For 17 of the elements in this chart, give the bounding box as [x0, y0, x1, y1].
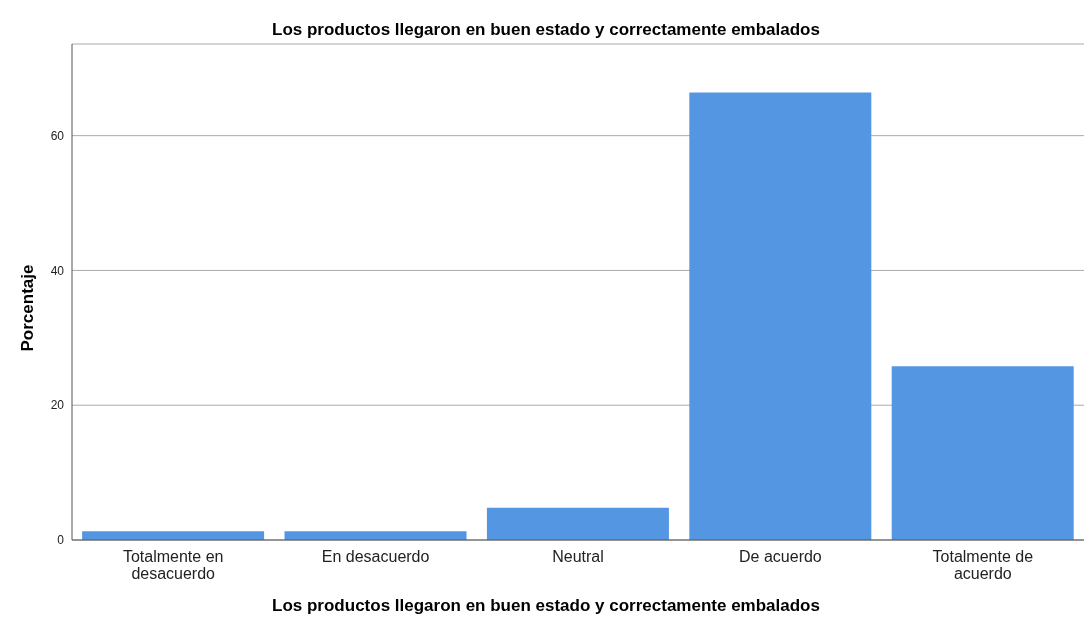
y-tick-label: 0: [57, 533, 65, 548]
chart-title: Los productos llegaron en buen estado y correctamente embalados: [271, 20, 821, 40]
x-tick-label: Neutral: [552, 548, 604, 565]
x-tick-label: Totalmente en desacuerdo: [122, 548, 224, 582]
x-tick-label: Totalmente de acuerdo: [932, 548, 1034, 582]
bar: [891, 366, 1074, 540]
bar: [689, 92, 872, 540]
y-tick-label: 40: [50, 263, 65, 278]
x-axis-title: Los productos llegaron en buen estado y correctamente embalados: [271, 596, 821, 616]
x-tick-label: De acuerdo: [739, 548, 822, 565]
bar: [486, 507, 669, 540]
x-tick-label: En desacuerdo: [321, 548, 430, 565]
bar: [82, 531, 265, 540]
y-tick-label: 20: [50, 398, 65, 413]
bar: [284, 531, 467, 540]
y-axis-title: Porcentaje: [18, 264, 38, 352]
y-tick-label: 60: [50, 128, 65, 143]
